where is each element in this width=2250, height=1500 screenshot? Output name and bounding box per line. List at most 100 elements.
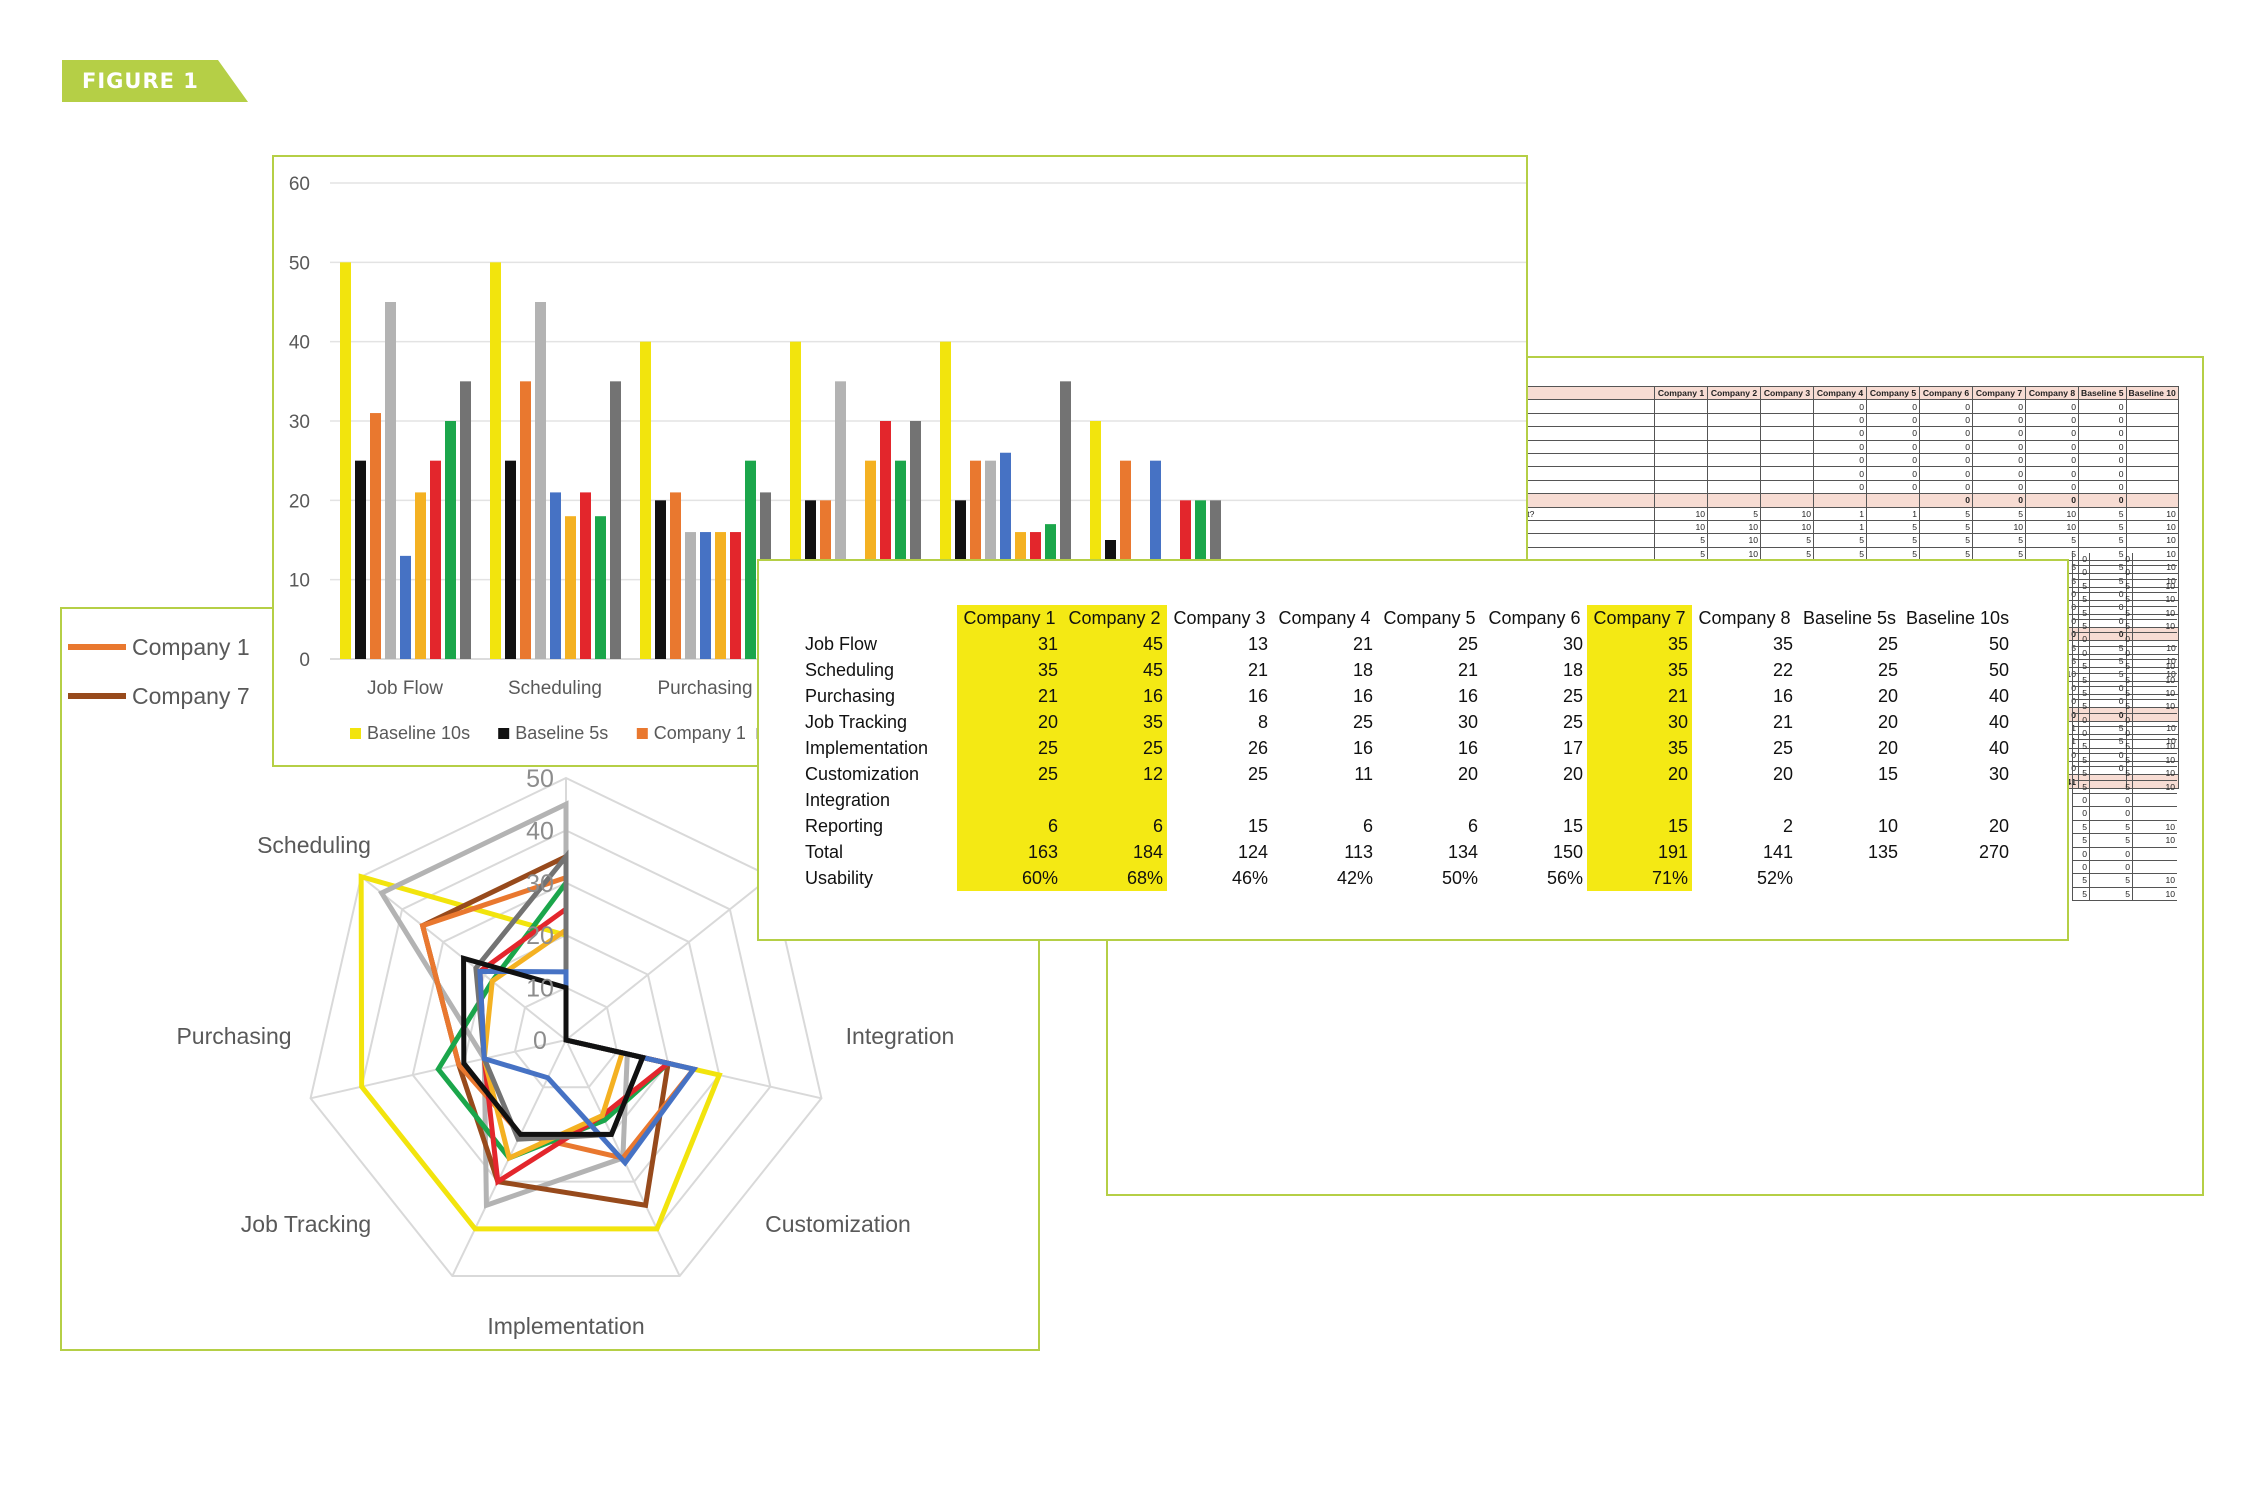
spreadsheet-value-cell [2125,479,2179,495]
summary-value-cell: 25 [1352,711,1373,732]
spreadsheet-value-cell: 0 [1919,479,1973,495]
spreadsheet-header-cell: Company 3 [1760,385,1814,401]
spreadsheet-value-cell: 5 [1972,533,2026,548]
spreadsheet-value-cell: 10 [1760,519,1814,535]
summary-value-cell: 60% [957,865,1062,891]
spreadsheet-value-cell: 0 [2078,479,2127,495]
spreadsheet-edge-cell: 0 [2072,860,2089,874]
summary-value-cell: 22 [1772,659,1793,680]
spreadsheet-edge-cell: 0 [2089,847,2132,860]
summary-row-job-flow: Job Flow 31 45 13 21 25 30 35 35 25 50 [801,631,2013,657]
summary-value-cell: 16 [1352,685,1373,706]
bar-job-flow-company-3 [400,555,411,659]
spreadsheet-edge-cell [2132,646,2177,660]
spreadsheet-value-cell: 5 [1919,519,1973,535]
summary-value-cell: 46% [1231,867,1268,888]
spreadsheet-edge-cell: 5 [2072,686,2089,700]
summary-table: Company 1 Company 2 Company 3 Company 4 Comp… [801,605,2013,891]
spreadsheet-edge-cell: 5 [2089,593,2132,606]
legend-label-company-1: Company 1 [654,723,746,743]
spreadsheet-value-cell: 0 [2078,493,2127,508]
spreadsheet-edge-column: 0 0 0 0 5 5 10 5 5 10 5 5 10 5 5 10 0 0 0 0 5 5 10 5 5 10 5 5 10 5 5 10… [2072,553,2177,902]
spreadsheet-header-cell: Baseline 5 [2078,385,2127,401]
spreadsheet-value-cell: 10 [2125,533,2179,548]
summary-value-cell: 25 [1772,737,1793,758]
summary-value-cell: 26 [1247,737,1268,758]
summary-value-cell: 16 [1247,685,1268,706]
spreadsheet-header-cell: Company 8 [2025,385,2079,401]
spreadsheet-edge-cell [2132,553,2177,566]
spreadsheet-edge-cell [2132,807,2177,820]
summary-value-cell: 35 [1587,631,1692,657]
bar-purchasing-company-2 [685,532,696,659]
summary-value-cell: 52% [1756,867,1793,888]
summary-value-cell: 12 [1062,761,1167,787]
spreadsheet-value-cell [1707,399,1761,414]
spreadsheet-value-cell: 0 [1919,493,1973,508]
spreadsheet-edge-cell: 10 [2132,593,2177,606]
summary-row-label: Customization [805,763,920,784]
summary-value-cell: 40 [1989,711,2010,732]
summary-value-cell: 16 [1772,685,1793,706]
spreadsheet-edge-cell: 0 [2089,633,2132,646]
spreadsheet-value-cell: 10 [1972,519,2026,535]
summary-value-cell: 15 [1587,813,1692,839]
spreadsheet-value-cell [2125,412,2179,428]
summary-column-header-company-2: Company 2 [1062,605,1167,631]
spreadsheet-value-cell: 0 [1813,412,1867,428]
summary-value-cell: 8 [1257,711,1268,732]
summary-value-cell: 113 [1344,841,1373,862]
y-tick-label-0: 0 [299,650,310,671]
summary-value-cell: 20 [1587,761,1692,787]
spreadsheet-value-cell: 0 [1919,466,1973,481]
spreadsheet-value-cell [2125,466,2179,481]
bar-purchasing-company-6 [745,460,756,659]
summary-value-cell: 21 [957,683,1062,709]
spreadsheet-value-cell: 5 [2078,519,2127,535]
spreadsheet-value-cell [1760,412,1814,428]
summary-value-cell: 15 [1562,815,1583,836]
radar-tick-label-50: 50 [526,765,554,793]
bar-job-flow-baseline-10s [340,262,351,659]
spreadsheet-edge-cell [2132,727,2177,740]
summary-value-cell: 16 [1457,737,1478,758]
spreadsheet-edge-cell: 0 [2072,847,2089,860]
bar-purchasing-baseline-10s [640,341,651,659]
summary-value-cell: 30 [1989,763,2010,784]
bar-job-tracking-company-5 [880,421,891,659]
spreadsheet-value-cell [1760,466,1814,481]
spreadsheet-edge-row: 5 5 10 [2072,593,2177,607]
bar-job-tracking-company-8 [910,421,921,659]
spreadsheet-edge-cell: 5 [2072,606,2089,619]
summary-value-cell: 45 [1062,657,1167,683]
summary-value-cell: 20 [1989,815,2010,836]
bar-implementation-company-3 [1000,452,1011,659]
summary-value-cell: 163 [957,839,1062,865]
spreadsheet-value-cell [2125,439,2179,454]
spreadsheet-value-cell: 0 [1813,479,1867,495]
summary-column-header-company-8: Company 8 [1698,607,1791,628]
bar-scheduling-company-5 [580,492,591,659]
summary-value-cell [1797,865,1902,891]
spreadsheet-edge-cell: 5 [2089,874,2132,887]
spreadsheet-value-cell: 0 [2025,452,2079,468]
spreadsheet-edge-row: 5 5 10 [2072,686,2177,701]
spreadsheet-value-cell: 0 [1972,412,2026,428]
spreadsheet-edge-row: 5 5 10 [2072,767,2177,781]
bar-purchasing-company-5 [730,532,741,659]
radar-legend-label-company-1: Company 1 [132,634,250,660]
summary-value-cell: 25 [957,735,1062,761]
spreadsheet-edge-cell: 0 [2072,794,2089,807]
summary-value-cell [1377,787,1482,813]
summary-corner-cell [801,605,957,631]
spreadsheet-value-cell [1654,439,1708,454]
spreadsheet-value-cell: 0 [2078,439,2127,454]
spreadsheet-value-cell: 5 [1919,506,1973,521]
spreadsheet-edge-cell: 10 [2132,660,2177,673]
summary-value-cell [1587,787,1692,813]
y-tick-label-20: 20 [289,491,310,512]
radar-axis-label-purchasing: Purchasing [176,1023,291,1049]
